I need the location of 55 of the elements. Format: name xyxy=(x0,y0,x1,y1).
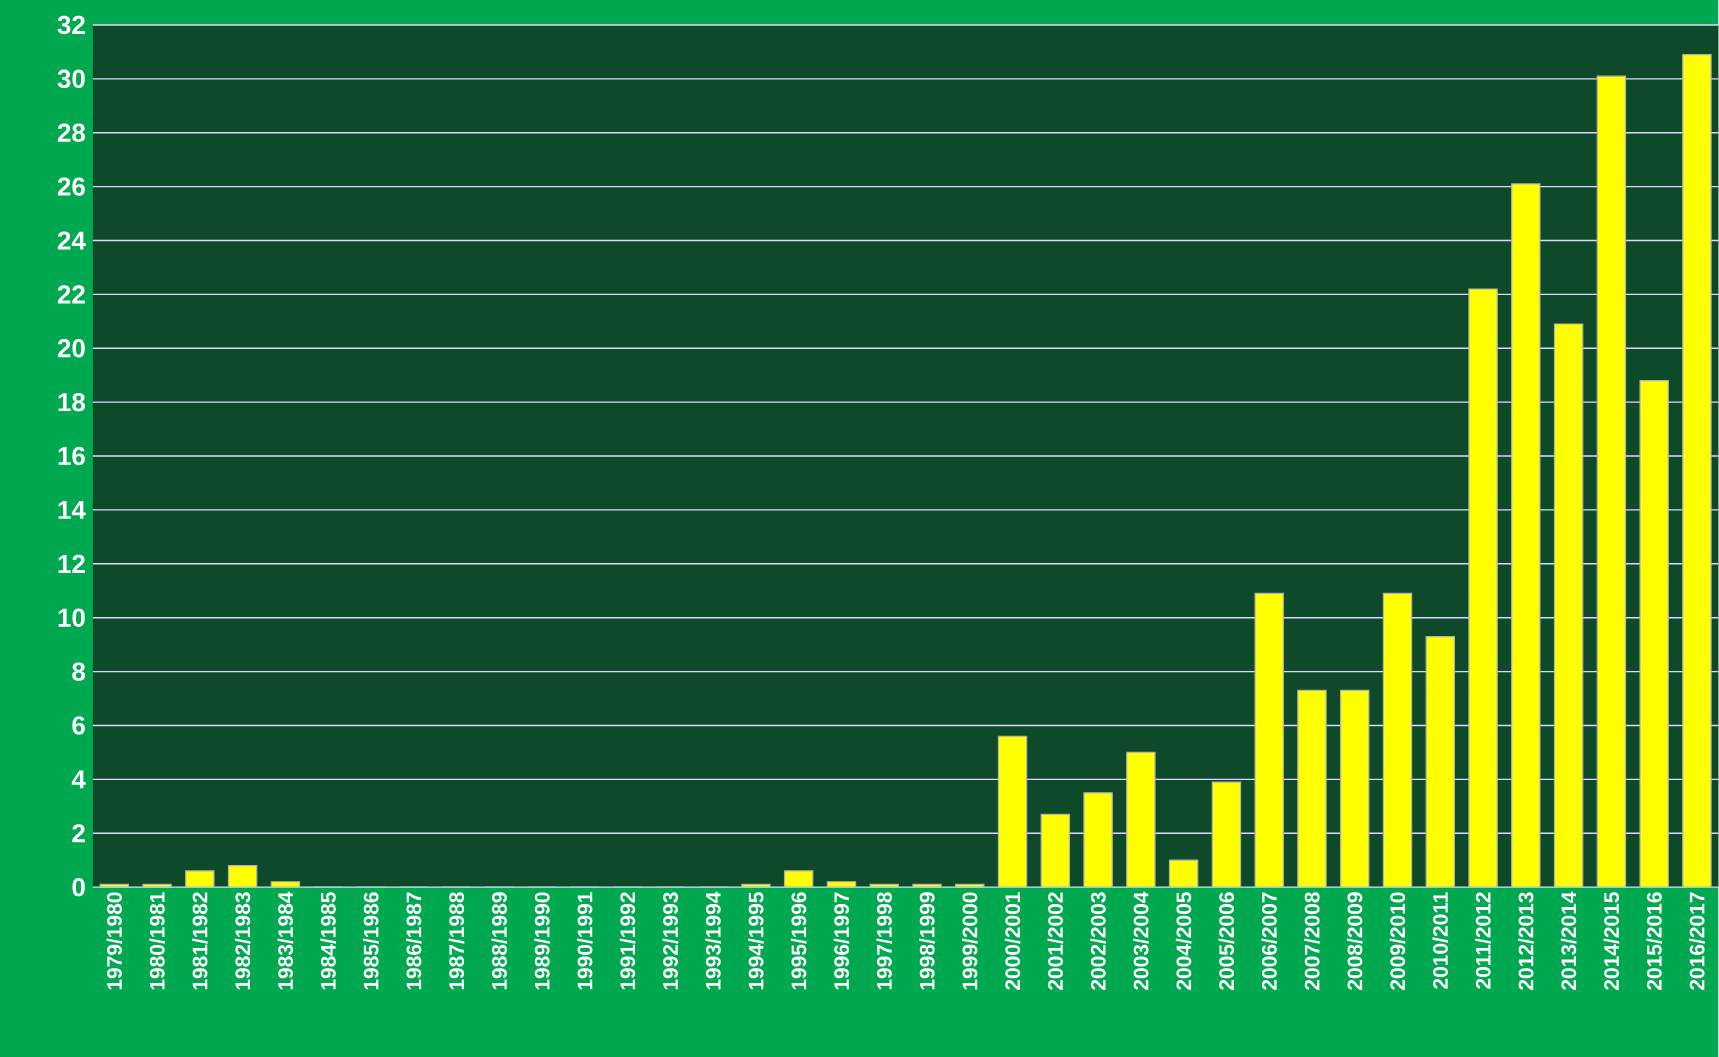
x-tick-label: 1982/1983 xyxy=(234,892,251,990)
x-tick-label: 2009/2010 xyxy=(1389,892,1406,990)
x-tick-label: 1994/1995 xyxy=(748,892,764,990)
y-tick-label: 10 xyxy=(58,608,85,627)
x-tick-label: 2015/2016 xyxy=(1646,892,1662,990)
x-tick-label: 1990/1991 xyxy=(577,892,593,990)
x-tick-label: 1984/1985 xyxy=(320,892,336,990)
y-tick-label: 28 xyxy=(57,123,86,142)
y-tick-label: 16 xyxy=(58,446,85,466)
y-tick-label: 0 xyxy=(72,877,85,897)
x-tick-label: 2005/2006 xyxy=(1218,892,1235,990)
x-tick-label: 2014/2015 xyxy=(1603,892,1620,990)
x-tick-label: 1987/1988 xyxy=(448,892,465,990)
x-tick-label: 1998/1999 xyxy=(919,892,935,990)
x-tick-label: 1981/1982 xyxy=(192,892,208,990)
x-tick-label: 1991/1992 xyxy=(619,892,636,990)
x-tick-label: 2007/2008 xyxy=(1304,892,1320,990)
y-tick-label: 20 xyxy=(57,339,85,358)
x-tick-label: 1995/1996 xyxy=(790,892,807,990)
x-tick-label: 1999/2000 xyxy=(961,892,978,990)
x-tick-label: 2003/2004 xyxy=(1133,891,1149,990)
y-tick-label: 26 xyxy=(57,177,85,196)
y-tick-label: 8 xyxy=(72,662,86,681)
x-tick-label: 2013/2014 xyxy=(1560,891,1577,990)
x-tick-label: 1980/1981 xyxy=(149,892,165,990)
x-tick-label: 1997/1998 xyxy=(876,892,893,990)
x-tick-label: 1983/1984 xyxy=(277,891,294,990)
x-tick-label: 1979/1980 xyxy=(106,892,123,990)
y-tick-label: 18 xyxy=(58,392,86,412)
x-tick-label: 1985/1986 xyxy=(363,892,379,990)
x-tick-label: 2006/2007 xyxy=(1261,892,1277,990)
y-tick-label: 24 xyxy=(57,231,86,250)
y-tick-label: 12 xyxy=(58,554,85,573)
x-tick-label: 1986/1987 xyxy=(405,892,422,990)
x-tick-label: 2016/2017 xyxy=(1689,892,1705,990)
x-tick-label: 2012/2013 xyxy=(1518,892,1534,990)
y-tick-label: 14 xyxy=(58,501,86,519)
x-tick-label: 1989/1990 xyxy=(534,892,550,990)
x-tick-label: 2004/2005 xyxy=(1175,892,1192,990)
x-tick-label: 1988/1989 xyxy=(491,892,508,990)
y-tick-label: 32 xyxy=(57,15,85,35)
x-tick-label: 1996/1997 xyxy=(833,892,850,990)
x-tick-label: 1993/1994 xyxy=(705,891,721,990)
x-tick-label: 2000/2001 xyxy=(1004,892,1021,990)
x-tick-label: 2011/2012 xyxy=(1475,892,1491,989)
x-tick-label: 2001/2002 xyxy=(1047,892,1064,990)
x-tick-label: 2010/2011 xyxy=(1432,892,1449,989)
y-tick-label: 2 xyxy=(72,824,85,843)
y-tick-label: 30 xyxy=(57,69,85,89)
x-tick-label: 2008/2009 xyxy=(1346,892,1363,990)
y-tick-label: 22 xyxy=(57,285,85,304)
x-tick-label: 2002/2003 xyxy=(1090,892,1106,990)
x-tick-label: 1992/1993 xyxy=(662,892,679,990)
y-tick-label: 4 xyxy=(71,770,86,789)
y-tick-label: 6 xyxy=(72,716,85,735)
